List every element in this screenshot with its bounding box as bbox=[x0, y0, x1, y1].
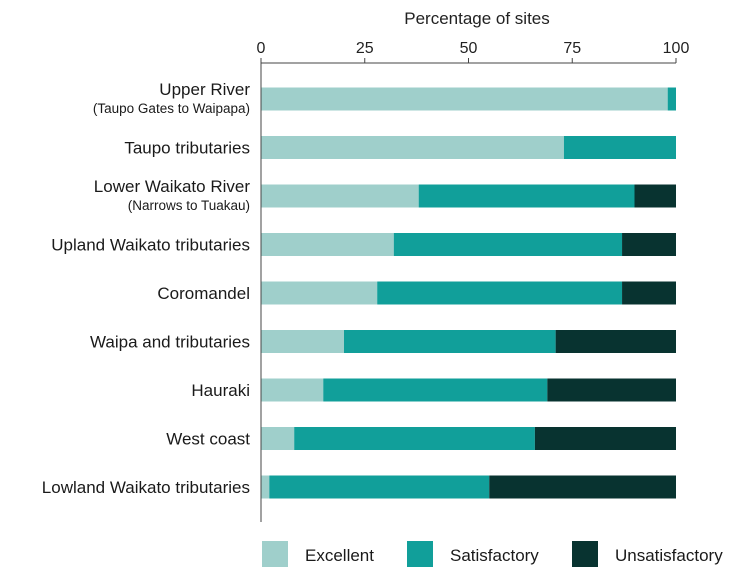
category-label: West coast bbox=[166, 430, 250, 449]
bar-segment-unsatisfactory bbox=[547, 378, 676, 402]
x-axis-title: Percentage of sites bbox=[404, 9, 550, 28]
category-sublabel: (Taupo Gates to Waipapa) bbox=[93, 101, 250, 116]
bar-segment-satisfactory bbox=[269, 475, 490, 499]
x-tick-label: 50 bbox=[460, 40, 478, 57]
bar-segment-excellent bbox=[261, 378, 324, 402]
bar-segment-satisfactory bbox=[323, 378, 548, 402]
bar-segment-satisfactory bbox=[563, 136, 676, 159]
legend: Excellent Satisfactory Unsatisfactory bbox=[262, 541, 723, 567]
bar-segment-excellent bbox=[261, 330, 344, 353]
bar-segment-satisfactory bbox=[294, 427, 535, 450]
bar-segment-satisfactory bbox=[377, 281, 623, 305]
bar-segment-satisfactory bbox=[418, 184, 635, 208]
legend-swatch-excellent bbox=[262, 541, 288, 567]
bar-segment-satisfactory bbox=[393, 233, 623, 256]
category-label: Hauraki bbox=[191, 381, 250, 400]
category-label: Coromandel bbox=[157, 284, 250, 303]
x-tick-label: 25 bbox=[356, 40, 374, 57]
category-label: Taupo tributaries bbox=[124, 139, 250, 158]
bar-segment-unsatisfactory bbox=[489, 475, 676, 499]
bar-segment-excellent bbox=[261, 281, 378, 305]
legend-label-satisfactory: Satisfactory bbox=[450, 546, 539, 565]
bar-segment-unsatisfactory bbox=[634, 184, 676, 208]
bar-segment-excellent bbox=[261, 475, 270, 499]
bar-segment-excellent bbox=[261, 184, 419, 208]
bar-segment-unsatisfactory bbox=[622, 281, 676, 305]
bar-segment-unsatisfactory bbox=[555, 330, 676, 353]
bar-segment-excellent bbox=[261, 427, 295, 450]
bar-segment-excellent bbox=[261, 87, 668, 111]
bars bbox=[261, 87, 676, 499]
x-tick-label: 0 bbox=[257, 40, 266, 57]
category-label: Upland Waikato tributaries bbox=[51, 236, 250, 255]
category-sublabel: (Narrows to Tuakau) bbox=[128, 198, 250, 213]
x-tick-label: 75 bbox=[563, 40, 581, 57]
category-label: Waipa and tributaries bbox=[90, 333, 250, 352]
category-labels: Upper River (Taupo Gates to Waipapa) Taupo… bbox=[42, 80, 251, 497]
x-axis-ticks: 0 25 50 75 100 bbox=[257, 40, 690, 63]
bar-segment-excellent bbox=[261, 233, 394, 256]
legend-swatch-satisfactory bbox=[407, 541, 433, 567]
bar-segment-unsatisfactory bbox=[534, 427, 676, 450]
x-tick-label: 100 bbox=[663, 40, 690, 57]
legend-label-excellent: Excellent bbox=[305, 546, 374, 565]
category-label: Upper River bbox=[159, 80, 250, 99]
legend-label-unsatisfactory: Unsatisfactory bbox=[615, 546, 723, 565]
category-label: Lower Waikato River bbox=[94, 177, 251, 196]
bar-segment-excellent bbox=[261, 136, 564, 159]
legend-swatch-unsatisfactory bbox=[572, 541, 598, 567]
bar-segment-satisfactory bbox=[344, 330, 556, 353]
bar-segment-satisfactory bbox=[667, 87, 676, 111]
category-label: Lowland Waikato tributaries bbox=[42, 478, 250, 497]
bar-segment-unsatisfactory bbox=[622, 233, 676, 256]
